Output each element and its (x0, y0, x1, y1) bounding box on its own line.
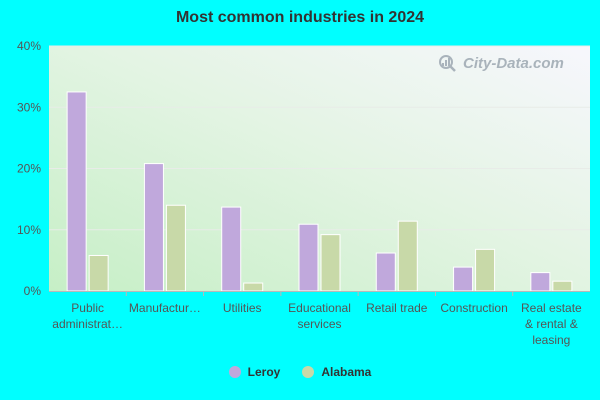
legend-item-alabama: Alabama (302, 365, 371, 379)
legend-swatch-leroy (228, 366, 241, 378)
chart-title: Most common industries in 2024 (175, 9, 425, 26)
y-tick-label: 20% (17, 162, 41, 176)
y-tick-label: 30% (17, 100, 41, 114)
bar-alabama-6 (552, 280, 573, 292)
bar-leroy-2 (221, 206, 242, 292)
bar-alabama-5 (475, 248, 496, 292)
legend-label-leroy: Leroy (247, 365, 281, 379)
watermark-text: City-Data.com (463, 54, 564, 72)
x-tick-label: Public administrat… (52, 301, 123, 331)
x-tick-label: Real estate & rental & leasing (521, 301, 582, 347)
bar-alabama-3 (320, 234, 341, 292)
bar-alabama-4 (397, 220, 418, 292)
bar-alabama-2 (243, 282, 264, 292)
bar-leroy-0 (66, 91, 87, 292)
magnifier-icon (439, 55, 456, 72)
bar-leroy-6 (530, 272, 551, 292)
bar-leroy-5 (453, 266, 474, 292)
x-tick-label: Retail trade (366, 301, 428, 315)
y-tick-label: 10% (17, 223, 41, 237)
bar-leroy-1 (143, 163, 164, 292)
x-tick-label: Construction (440, 301, 507, 315)
bar-leroy-3 (298, 223, 319, 292)
x-tick-label: Utilities (223, 301, 262, 315)
x-tick-label: Educational services (288, 301, 351, 331)
y-tick-label: 0% (24, 284, 42, 298)
x-tick-label: Manufactur… (129, 301, 201, 315)
legend: Leroy Alabama (0, 365, 600, 379)
bar-alabama-0 (88, 254, 109, 292)
legend-label-alabama: Alabama (321, 365, 372, 379)
y-tick-label: 40% (17, 39, 41, 53)
legend-item-leroy: Leroy (228, 365, 281, 379)
legend-swatch-alabama (302, 366, 315, 378)
bar-leroy-4 (375, 252, 396, 292)
watermark: City-Data.com (437, 54, 564, 72)
bar-alabama-1 (165, 204, 186, 292)
